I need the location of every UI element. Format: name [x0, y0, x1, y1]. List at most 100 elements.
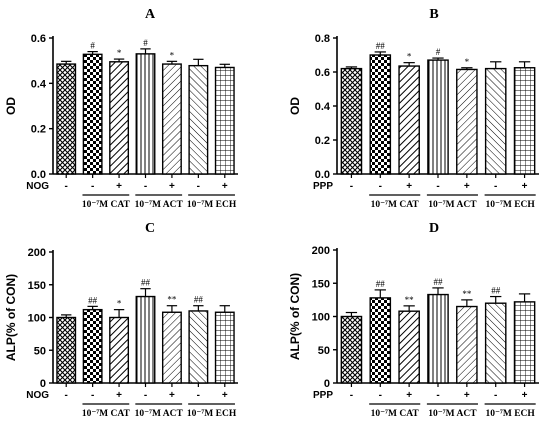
bar — [369, 54, 392, 175]
treatment-label: PPP — [313, 390, 333, 401]
significance-mark: ** — [405, 295, 415, 305]
treatment-sign: - — [494, 390, 497, 401]
bar — [188, 64, 209, 175]
treatment-sign: + — [522, 390, 528, 401]
significance-mark: ** — [462, 289, 472, 299]
significance-mark: ## — [434, 277, 444, 287]
significance-mark: ** — [167, 295, 177, 305]
bar — [109, 316, 130, 384]
bar — [56, 316, 77, 384]
y-tick-label: 0.0 — [31, 169, 46, 181]
bar — [513, 67, 536, 175]
bar — [214, 311, 235, 384]
treatment-sign: - — [144, 181, 147, 192]
group-label: 10⁻⁷M ECH — [485, 409, 535, 419]
treatment-sign: - — [144, 390, 147, 401]
treatment-sign: - — [91, 390, 94, 401]
y-tick-label: 150 — [28, 280, 46, 292]
chart-panel-D: D ALP(% of CON) 0 50 100 150 200 - ## - ** + ## - ** + #… — [288, 221, 539, 419]
group-label: 10⁻⁷M ACT — [428, 409, 477, 419]
significance-mark: * — [117, 299, 122, 309]
bar — [109, 61, 130, 175]
panel-title: C — [145, 221, 155, 236]
treatment-sign: - — [436, 390, 439, 401]
y-axis-label: ALP(% of CON) — [288, 273, 302, 360]
group-label: 10⁻⁷M ECH — [485, 200, 535, 210]
treatment-sign: - — [197, 181, 200, 192]
treatment-label: NOG — [26, 390, 49, 401]
treatment-sign: - — [350, 181, 353, 192]
treatment-sign: + — [169, 181, 175, 192]
bar — [135, 295, 156, 384]
bar — [427, 293, 449, 384]
significance-mark: * — [465, 57, 470, 67]
bar — [484, 67, 507, 175]
bar — [161, 63, 182, 175]
treatment-sign: + — [406, 181, 412, 192]
group-label: 10⁻⁷M ECH — [187, 409, 237, 419]
group-label: 10⁻⁷M ACT — [428, 200, 477, 210]
y-tick-label: 0.0 — [315, 169, 330, 181]
chart-panel-C: C ALP(% of CON) 0 50 100 150 200 - ## - * + ## - ** + ##… — [4, 221, 238, 419]
bar — [513, 301, 536, 384]
y-tick-label: 50 — [318, 345, 330, 357]
significance-mark: # — [143, 38, 148, 48]
group-label: 10⁻⁷M CAT — [82, 200, 131, 210]
bar — [340, 315, 363, 384]
treatment-sign: - — [91, 181, 94, 192]
treatment-sign: + — [169, 390, 175, 401]
significance-mark: ## — [194, 295, 204, 305]
treatment-sign: + — [464, 390, 470, 401]
bar — [135, 53, 156, 175]
treatment-sign: + — [406, 390, 412, 401]
bar — [56, 63, 77, 175]
bar — [188, 310, 209, 384]
bar — [484, 302, 507, 384]
treatment-sign: - — [436, 181, 439, 192]
treatment-sign: + — [222, 390, 228, 401]
bar — [161, 311, 182, 384]
group-label: 10⁻⁷M CAT — [371, 200, 420, 210]
group-label: 10⁻⁷M CAT — [82, 409, 131, 419]
bar — [82, 308, 103, 384]
y-axis-label: OD — [288, 97, 302, 115]
significance-mark: ## — [491, 286, 501, 296]
treatment-sign: - — [65, 390, 68, 401]
treatment-sign: - — [65, 181, 68, 192]
significance-mark: * — [407, 52, 412, 62]
treatment-sign: + — [464, 181, 470, 192]
y-axis-label: ALP(% of CON) — [4, 274, 18, 361]
y-tick-label: 0 — [324, 378, 330, 390]
treatment-sign: + — [522, 181, 528, 192]
significance-mark: # — [90, 41, 95, 51]
chart-panel-A: A OD 0.0 0.2 0.4 0.6 - # - * + # - * + - + NOG 10⁻⁷M CAT 10… — [4, 7, 238, 210]
treatment-sign: - — [379, 181, 382, 192]
treatment-sign: + — [116, 390, 122, 401]
treatment-sign: + — [222, 181, 228, 192]
group-label: 10⁻⁷M ACT — [135, 200, 184, 210]
y-tick-label: 200 — [28, 247, 46, 259]
group-label: 10⁻⁷M ACT — [135, 409, 184, 419]
treatment-sign: - — [379, 390, 382, 401]
y-tick-label: 0.6 — [315, 67, 330, 79]
bar — [398, 65, 420, 175]
treatment-sign: - — [350, 390, 353, 401]
group-label: 10⁻⁷M ECH — [187, 200, 237, 210]
y-tick-label: 100 — [28, 313, 46, 325]
y-tick-label: 0.4 — [315, 101, 331, 113]
panel-title: A — [145, 7, 156, 22]
y-tick-label: 0.2 — [315, 135, 330, 147]
y-axis-label: OD — [4, 97, 18, 115]
bar — [456, 68, 478, 175]
y-tick-label: 0.8 — [315, 33, 330, 45]
y-tick-label: 0.2 — [31, 124, 46, 136]
treatment-label: NOG — [26, 181, 49, 192]
bar — [427, 59, 449, 175]
panel-title: D — [429, 221, 439, 236]
bar — [214, 66, 235, 175]
bar — [369, 297, 392, 384]
y-tick-label: 100 — [312, 312, 330, 324]
significance-mark: # — [436, 47, 441, 57]
significance-mark: ## — [376, 279, 386, 289]
